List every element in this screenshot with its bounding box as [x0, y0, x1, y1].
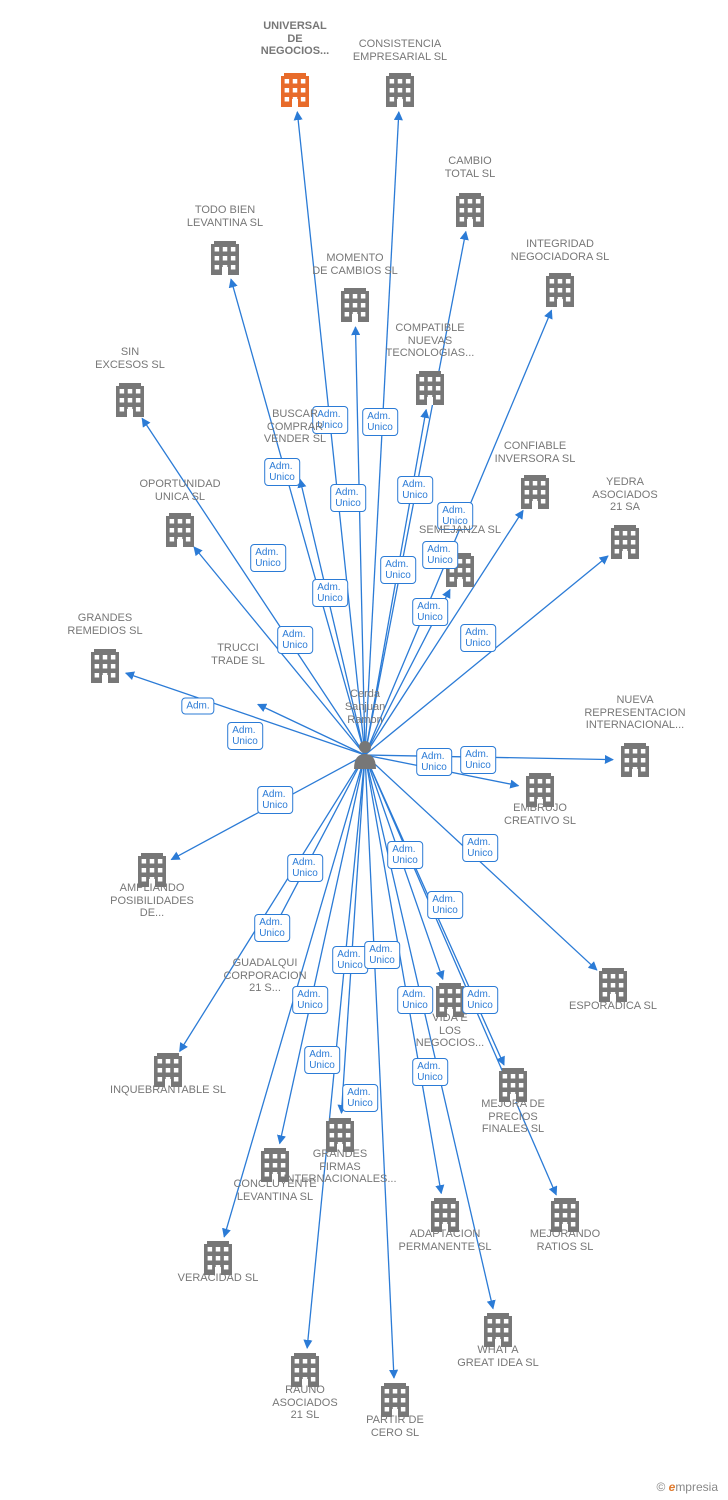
- company-node-icon[interactable]: [521, 475, 549, 509]
- company-node-icon[interactable]: [326, 1118, 354, 1152]
- company-node-icon[interactable]: [436, 983, 464, 1017]
- copyright-symbol: ©: [656, 1480, 665, 1494]
- edge: [126, 673, 365, 755]
- edge: [365, 755, 441, 1193]
- company-node-icon[interactable]: [599, 968, 627, 1002]
- network-svg: [0, 0, 728, 1500]
- edge: [180, 755, 365, 1051]
- edge: [365, 755, 394, 1378]
- edge: [297, 112, 365, 755]
- edge: [365, 556, 608, 755]
- edge: [224, 755, 365, 1237]
- company-node-icon[interactable]: [291, 1353, 319, 1387]
- edge: [142, 418, 365, 755]
- company-node-icon[interactable]: [166, 513, 194, 547]
- person-center-label: Cerda Sanjuan Ramon: [345, 688, 385, 728]
- company-node-icon[interactable]: [446, 553, 474, 587]
- edge: [365, 755, 518, 786]
- company-node-icon[interactable]: [431, 1198, 459, 1232]
- edge: [365, 310, 551, 755]
- company-node-icon[interactable]: [381, 1383, 409, 1417]
- company-node-icon[interactable]: [261, 1148, 289, 1182]
- edge: [275, 755, 365, 926]
- company-node-icon[interactable]: [154, 1053, 182, 1087]
- company-node-icon[interactable]: [281, 73, 309, 107]
- company-node-icon[interactable]: [546, 273, 574, 307]
- company-node-icon[interactable]: [456, 193, 484, 227]
- company-node-icon[interactable]: [416, 371, 444, 405]
- company-node-icon[interactable]: [138, 853, 166, 887]
- edge: [365, 755, 613, 760]
- company-node-icon[interactable]: [526, 773, 554, 807]
- company-node-icon[interactable]: [611, 525, 639, 559]
- company-node-icon[interactable]: [484, 1313, 512, 1347]
- edge: [194, 547, 365, 755]
- company-node-icon[interactable]: [386, 73, 414, 107]
- brand-rest: mpresia: [675, 1480, 718, 1494]
- company-node-icon[interactable]: [621, 743, 649, 777]
- company-node-icon[interactable]: [91, 649, 119, 683]
- edge: [365, 590, 450, 755]
- company-node-icon[interactable]: [341, 288, 369, 322]
- edge: [231, 279, 365, 755]
- edge: [365, 755, 493, 1309]
- edge: [365, 755, 443, 979]
- edge: [171, 755, 365, 860]
- company-node-icon[interactable]: [211, 241, 239, 275]
- company-node-icon[interactable]: [204, 1241, 232, 1275]
- edge: [365, 755, 556, 1195]
- company-node-icon[interactable]: [551, 1198, 579, 1232]
- edge: [307, 755, 365, 1348]
- edge: [365, 755, 597, 970]
- company-node-icon[interactable]: [116, 383, 144, 417]
- copyright: © empresia: [656, 1480, 718, 1494]
